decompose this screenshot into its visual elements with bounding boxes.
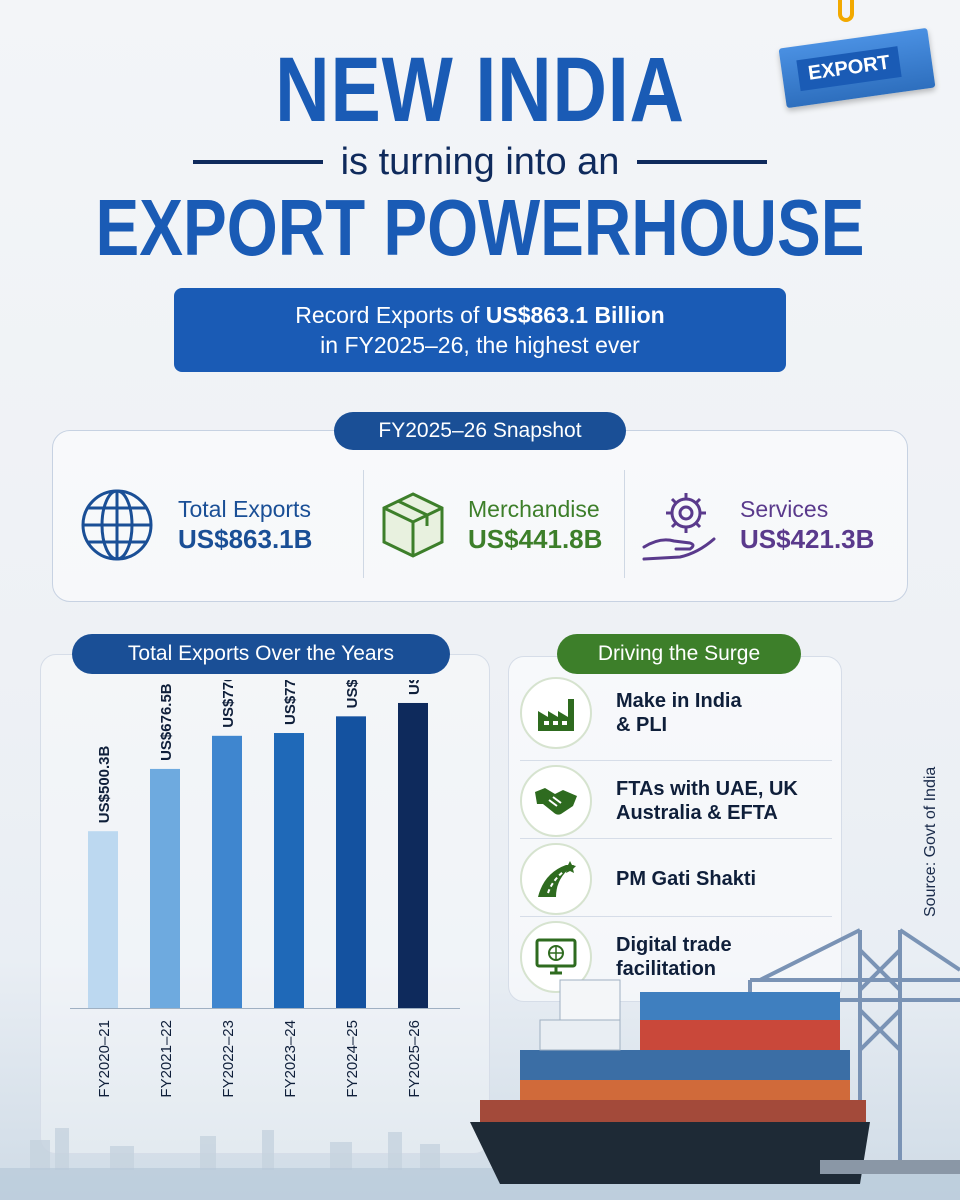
- source-text: Source: Govt of India: [922, 766, 939, 917]
- driver-item: Make in India & PLI: [520, 676, 832, 750]
- bar-value-label: US$863.1B: [406, 680, 423, 695]
- banner-highlight: US$863.1 Billion: [485, 302, 665, 328]
- source-note: Source: Govt of India: [922, 742, 952, 917]
- snapshot-label: Total Exports: [178, 496, 311, 522]
- driver-text: PM Gati Shakti: [616, 868, 757, 890]
- divider: [520, 916, 832, 917]
- factory-icon: [520, 677, 592, 749]
- divider: [192, 160, 323, 164]
- bar: [212, 735, 242, 1008]
- x-tick-label: FY2023–24: [282, 1020, 299, 1098]
- drivers-tag: Driving the Surge: [557, 634, 801, 674]
- snapshot-panel: [52, 430, 908, 602]
- bar-value-label: US$676.5B: [158, 683, 175, 761]
- road-icon: [520, 843, 592, 915]
- subtitle: is turning into an: [340, 140, 620, 183]
- snapshot-tag: FY2025–26 Snapshot: [334, 412, 626, 450]
- bar: [150, 768, 180, 1008]
- snapshot-value: US$863.1B: [178, 524, 313, 554]
- handshake-icon: [520, 765, 592, 837]
- subtitle-row: is turning into an: [0, 140, 960, 184]
- snapshot-item-total: Total Exports US$863.1B: [78, 470, 312, 580]
- divider: [624, 470, 625, 578]
- snapshot-label: Merchandise: [468, 496, 600, 522]
- bar: [88, 831, 118, 1008]
- banner-pre: Record Exports of: [295, 302, 486, 328]
- x-tick-label: FY2025–26: [406, 1020, 423, 1098]
- driver-text: Digital trade facilitation: [616, 934, 732, 980]
- crane-hook-icon: [838, 0, 854, 22]
- bar-value-label: US$500.3B: [96, 745, 113, 823]
- snapshot-label: Services: [740, 496, 829, 522]
- driver-item: FTAs with UAE, UK Australia & EFTA: [520, 764, 832, 838]
- bar: [336, 716, 366, 1008]
- page-title-line2: EXPORT POWERHOUSE: [95, 183, 865, 272]
- divider: [520, 760, 832, 761]
- record-banner: Record Exports of US$863.1 Billion in FY…: [174, 288, 786, 372]
- divider: [520, 838, 832, 839]
- bar: [398, 702, 428, 1008]
- port-scene-illustration: [0, 928, 960, 1200]
- driver-text: FTAs with UAE, UK Australia & EFTA: [616, 778, 798, 824]
- globe-icon: [81, 489, 153, 561]
- bar-value-label: US$825.3B: [344, 680, 361, 708]
- bar-value-label: US$778.1B: [282, 680, 299, 725]
- divider: [363, 470, 364, 578]
- snapshot-item-merchandise: Merchandise US$441.8B: [380, 470, 602, 580]
- x-tick-label: FY2021–22: [158, 1020, 175, 1098]
- x-tick-label: FY2022–23: [220, 1020, 237, 1098]
- bar: [274, 733, 304, 1008]
- bar-value-label: US$770.2B: [220, 680, 237, 728]
- gear-hand-icon: [642, 493, 716, 561]
- snapshot-value: US$441.8B: [468, 524, 603, 554]
- driver-item: PM Gati Shakti: [520, 842, 832, 916]
- page-title-line1: NEW INDIA: [275, 39, 685, 141]
- chart-tag: Total Exports Over the Years: [72, 634, 450, 674]
- driver-text: Make in India & PLI: [616, 690, 742, 736]
- divider: [637, 160, 768, 164]
- box-icon: [382, 492, 444, 558]
- banner-line2: in FY2025–26, the highest ever: [320, 332, 640, 358]
- snapshot-item-services: Services US$421.3B: [640, 470, 874, 580]
- exports-bar-chart: US$500.3B FY2020–21 US$676.5B FY2021–22 US$7…: [70, 680, 460, 1098]
- x-tick-label: FY2024–25: [344, 1020, 361, 1098]
- snapshot-value: US$421.3B: [740, 524, 875, 554]
- x-tick-label: FY2020–21: [96, 1020, 113, 1098]
